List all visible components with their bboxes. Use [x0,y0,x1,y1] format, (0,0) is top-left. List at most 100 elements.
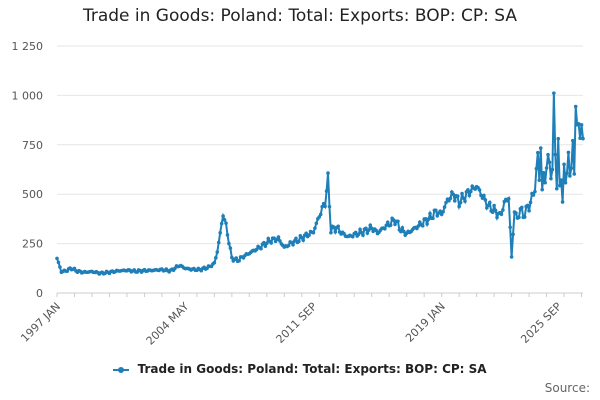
data-point [477,188,482,192]
data-point [391,218,396,222]
data-point [385,220,390,225]
data-point [435,213,440,218]
data-point [547,160,552,165]
data-point [426,217,431,221]
data-point [299,235,304,240]
data-point [439,212,444,217]
y-tick-label: 500 [22,188,43,201]
data-point [550,167,555,172]
data-point [486,203,491,208]
data-point [286,243,291,248]
data-point [537,178,542,183]
data-point [361,233,365,237]
data-point [365,231,370,235]
data-point [418,220,422,224]
data-point [572,172,577,176]
data-point [517,215,521,220]
data-point [563,180,568,185]
data-point [374,228,378,233]
data-point [442,205,447,209]
data-point [543,180,547,185]
data-point [565,171,569,176]
data-point [358,227,362,232]
data-point [578,136,582,140]
data-point [534,166,539,171]
data-point [479,193,483,198]
data-point [506,196,511,201]
data-point [428,211,432,216]
data-point [431,216,435,221]
data-point [254,247,259,252]
x-tick-label: 2011 SEP [274,300,320,346]
data-point [458,200,463,205]
data-point [441,209,445,214]
data-point [576,122,581,126]
data-point [276,235,281,239]
x-tick-label: 2025 SEP [518,300,564,346]
data-point [216,240,221,245]
data-point [466,188,470,192]
source-label: Source: [544,381,590,395]
data-point [353,230,358,235]
data-point [218,231,222,235]
data-point [525,203,530,208]
data-point [423,216,428,221]
legend-swatch [113,366,130,373]
data-point [320,204,324,209]
data-point [262,240,266,245]
data-point [448,196,453,201]
data-point [333,230,338,234]
data-point [540,187,544,192]
data-point [527,209,531,213]
data-point [294,236,298,241]
data-point [566,150,571,155]
y-tick-label: 1 250 [12,40,44,53]
data-point [324,189,329,193]
chart-title: Trade in Goods: Poland: Total: Exports: … [82,6,518,26]
data-point [425,222,429,226]
data-point [487,200,492,205]
data-point [434,208,438,213]
data-point [549,176,553,181]
data-point [420,224,425,228]
data-point [552,91,556,95]
data-point [58,265,62,269]
data-point [559,178,563,182]
legend-label: Trade in Goods: Poland: Total: Exports: … [137,362,487,376]
data-point [265,241,269,246]
data-point [533,189,537,194]
y-axis-ticks: 0 250 500 750 1 000 1 250 [12,40,44,300]
data-point [509,255,514,259]
data-point [492,203,496,208]
data-point [212,260,217,265]
data-point [556,136,561,141]
data-point [384,223,389,228]
data-point [55,256,59,261]
x-tick-label: 2019 JAN [403,300,448,345]
data-point [234,256,239,260]
data-point [259,246,263,251]
data-point [557,183,562,188]
data-point [301,238,306,243]
data-point [304,231,308,236]
data-point [495,215,499,220]
data-point [400,225,405,230]
data-point [452,199,457,203]
data-point [263,244,268,248]
data-point [297,239,301,244]
data-point [531,193,536,197]
data-point [554,186,559,191]
data-point [438,209,443,214]
data-point [536,150,540,155]
x-tick-label: 2004 MAY [144,300,192,348]
data-point [499,212,504,217]
data-point [460,191,464,196]
y-tick-label: 750 [22,139,43,152]
data-point [569,166,574,171]
data-point [455,194,460,198]
data-point [388,223,393,227]
data-point [444,200,448,205]
x-tick-label: 1997 JAN [18,300,63,345]
data-point [307,233,311,237]
data-point [469,189,473,194]
